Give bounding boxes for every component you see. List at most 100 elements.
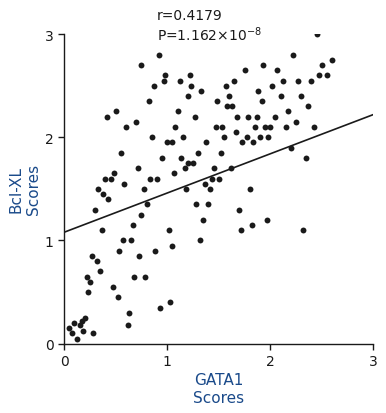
Point — [84, 274, 90, 280]
Point — [188, 83, 194, 90]
Point — [66, 325, 73, 332]
Point — [107, 176, 113, 183]
Point — [154, 176, 160, 183]
Point — [207, 186, 213, 193]
Y-axis label: Bcl-XL
Scores: Bcl-XL Scores — [8, 164, 41, 215]
Point — [244, 114, 251, 121]
Point — [176, 78, 183, 85]
Point — [192, 114, 198, 121]
Point — [252, 124, 258, 131]
Point — [118, 150, 124, 157]
Point — [169, 243, 176, 249]
Point — [174, 109, 181, 116]
Point — [208, 176, 215, 183]
Point — [87, 279, 93, 285]
Point — [213, 99, 220, 105]
Point — [138, 63, 144, 69]
Point — [238, 227, 244, 234]
Point — [224, 104, 230, 110]
Point — [104, 114, 110, 121]
Point — [76, 322, 83, 329]
Point — [244, 135, 250, 141]
Point — [293, 119, 299, 126]
Point — [226, 93, 232, 100]
Point — [71, 320, 78, 327]
Point — [120, 237, 126, 244]
Point — [110, 284, 116, 290]
Point — [259, 99, 265, 105]
Point — [100, 191, 107, 198]
Point — [135, 166, 141, 172]
Point — [110, 171, 117, 177]
Point — [142, 274, 148, 280]
Point — [200, 217, 207, 223]
Point — [171, 171, 178, 177]
Point — [80, 328, 86, 335]
Point — [310, 124, 317, 131]
Point — [113, 109, 119, 116]
Point — [247, 186, 253, 193]
Point — [141, 186, 147, 193]
Point — [149, 135, 155, 141]
Point — [99, 227, 105, 234]
Text: P=1.162$\times$10$^{-8}$: P=1.162$\times$10$^{-8}$ — [157, 26, 262, 44]
Point — [305, 104, 312, 110]
Point — [324, 73, 330, 79]
Point — [241, 68, 247, 74]
Point — [79, 318, 85, 325]
Point — [254, 114, 260, 121]
Point — [146, 99, 152, 105]
Point — [272, 114, 278, 121]
Point — [319, 63, 325, 69]
Point — [159, 155, 165, 162]
Point — [90, 330, 96, 337]
Point — [223, 83, 229, 90]
Point — [133, 119, 139, 126]
Point — [274, 68, 281, 74]
Point — [288, 145, 294, 152]
Point — [197, 237, 203, 244]
Point — [183, 186, 189, 193]
Point — [156, 52, 162, 59]
Point — [121, 181, 127, 188]
Point — [179, 135, 186, 141]
Point — [126, 310, 132, 316]
Point — [166, 227, 173, 234]
Point — [115, 294, 121, 301]
Point — [278, 93, 284, 100]
Point — [187, 73, 193, 79]
Point — [257, 135, 263, 141]
Point — [308, 78, 315, 85]
Point — [202, 181, 208, 188]
Point — [151, 83, 157, 90]
Point — [167, 299, 173, 306]
Point — [116, 248, 122, 254]
Point — [218, 150, 224, 157]
Point — [190, 160, 196, 167]
Point — [157, 304, 163, 311]
Point — [283, 124, 289, 131]
Point — [173, 124, 179, 131]
Point — [169, 140, 176, 146]
Point — [219, 124, 225, 131]
Point — [236, 207, 242, 214]
Point — [267, 124, 273, 131]
Point — [130, 222, 136, 229]
Point — [303, 155, 310, 162]
Point — [89, 253, 95, 260]
Point — [95, 186, 101, 193]
Point — [239, 140, 245, 146]
Point — [136, 253, 142, 260]
Point — [231, 78, 237, 85]
Point — [102, 176, 108, 183]
Point — [316, 73, 322, 79]
Point — [185, 160, 191, 167]
Point — [229, 104, 235, 110]
Point — [152, 248, 158, 254]
Point — [162, 73, 168, 79]
Point — [279, 78, 286, 85]
Point — [210, 166, 217, 172]
Point — [147, 176, 153, 183]
Point — [262, 124, 268, 131]
Point — [198, 88, 204, 95]
